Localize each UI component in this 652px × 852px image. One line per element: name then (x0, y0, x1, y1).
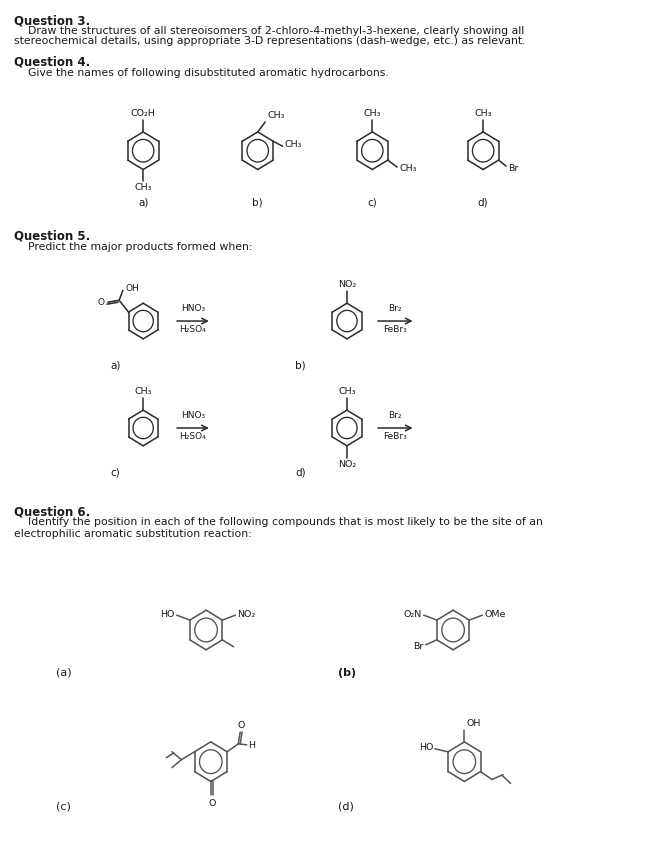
Text: Give the names of following disubstituted aromatic hydrocarbons.: Give the names of following disubstitute… (14, 67, 389, 78)
Text: Question 4.: Question 4. (14, 55, 90, 69)
Text: Question 5.: Question 5. (14, 230, 90, 243)
Text: c): c) (110, 468, 120, 478)
Text: O: O (237, 721, 245, 730)
Text: b): b) (252, 198, 263, 207)
Text: Draw the structures of all stereoisomers of 2-chloro-4-methyl-3-hexene, clearly : Draw the structures of all stereoisomers… (14, 26, 524, 36)
Text: Br: Br (508, 164, 518, 173)
Text: HO: HO (419, 743, 433, 752)
Text: FeBr₃: FeBr₃ (383, 432, 407, 441)
Text: (a): (a) (56, 668, 72, 677)
Text: CH₃: CH₃ (134, 183, 152, 193)
Text: (d): (d) (338, 801, 353, 811)
Text: O: O (97, 297, 104, 307)
Text: a): a) (138, 198, 149, 207)
Text: Question 3.: Question 3. (14, 14, 90, 27)
Text: CH₃: CH₃ (475, 109, 492, 118)
Text: c): c) (368, 198, 378, 207)
Text: CH₃: CH₃ (284, 140, 302, 149)
Text: CH₃: CH₃ (338, 388, 356, 396)
Text: H₂SO₄: H₂SO₄ (179, 432, 206, 441)
Text: Br₂: Br₂ (388, 411, 402, 420)
Text: FeBr₃: FeBr₃ (383, 325, 407, 334)
Text: O₂N: O₂N (404, 610, 422, 619)
Text: CH₃: CH₃ (364, 109, 381, 118)
Text: OMe: OMe (484, 610, 506, 619)
Text: (c): (c) (56, 801, 70, 811)
Text: OH: OH (466, 719, 481, 728)
Text: stereochemical details, using appropriate 3-D representations (dash-wedge, etc.): stereochemical details, using appropriat… (14, 36, 525, 46)
Text: H: H (248, 741, 255, 751)
Text: Predict the major products formed when:: Predict the major products formed when: (14, 242, 252, 252)
Text: CO₂H: CO₂H (131, 109, 156, 118)
Text: Question 6.: Question 6. (14, 505, 90, 518)
Text: OH: OH (126, 284, 140, 293)
Text: a): a) (110, 360, 121, 371)
Text: HO: HO (160, 610, 175, 619)
Text: (b): (b) (338, 668, 356, 677)
Text: CH₃: CH₃ (267, 111, 285, 120)
Text: HNO₃: HNO₃ (181, 411, 205, 420)
Text: H₂SO₄: H₂SO₄ (179, 325, 206, 334)
Text: b): b) (295, 360, 306, 371)
Text: NO₂: NO₂ (237, 610, 256, 619)
Text: CH₃: CH₃ (399, 164, 417, 173)
Text: Br: Br (413, 642, 424, 651)
Text: NO₂: NO₂ (338, 280, 356, 290)
Text: HNO₃: HNO₃ (181, 304, 205, 314)
Text: O: O (208, 799, 215, 809)
Text: CH₃: CH₃ (134, 388, 152, 396)
Text: d): d) (295, 468, 306, 478)
Text: Br₂: Br₂ (388, 304, 402, 314)
Text: NO₂: NO₂ (338, 460, 356, 469)
Text: Identify the position in each of the following compounds that is most likely to : Identify the position in each of the fol… (14, 517, 542, 527)
Text: d): d) (478, 198, 488, 207)
Text: electrophilic aromatic substitution reaction:: electrophilic aromatic substitution reac… (14, 529, 251, 539)
